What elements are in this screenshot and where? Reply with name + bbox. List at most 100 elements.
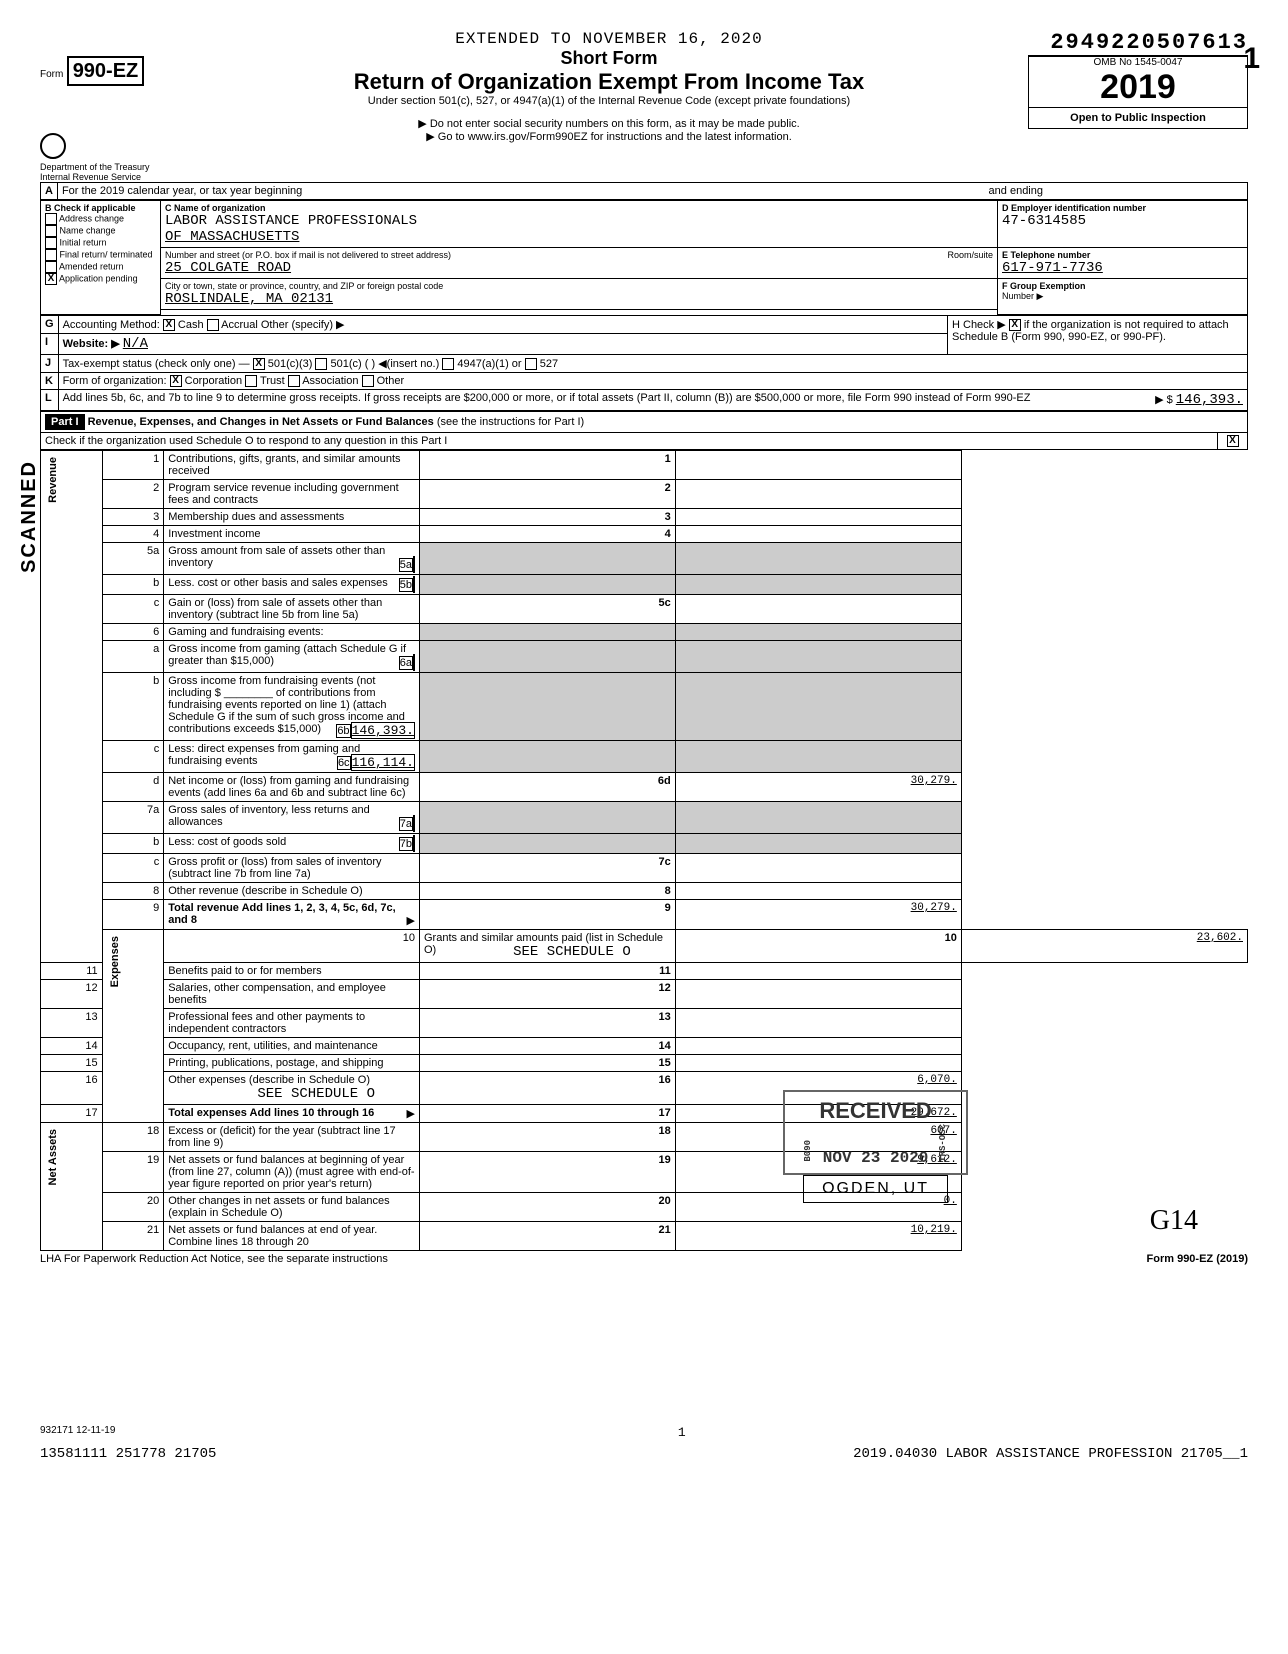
- line-5b-innerval: [413, 576, 415, 593]
- line-5c-text: Gain or (loss) from sale of assets other…: [164, 594, 420, 623]
- line-21-text: Net assets or fund balances at end of ye…: [164, 1221, 420, 1250]
- checkbox-accrual[interactable]: [207, 319, 219, 331]
- line-6d-num2: 6d: [419, 772, 675, 801]
- checkbox-501c[interactable]: [315, 358, 327, 370]
- label-trust: Trust: [260, 375, 285, 387]
- line-6a-text: Gross income from gaming (attach Schedul…: [168, 643, 406, 667]
- lha-notice: LHA For Paperwork Reduction Act Notice, …: [40, 1253, 388, 1265]
- label-assoc: Association: [302, 375, 358, 387]
- ogden-stamp: OGDEN, UT: [803, 1175, 948, 1203]
- status-rows: G Accounting Method: Cash Accrual Other …: [40, 315, 1248, 411]
- dept-irs: Internal Revenue Service: [40, 172, 190, 182]
- line-6d-val: 30,279.: [675, 772, 961, 801]
- line-8-num: 8: [102, 882, 164, 899]
- label-phone: E Telephone number: [1002, 250, 1243, 260]
- dln-number: 294922050761​3: [1028, 30, 1248, 55]
- checkbox-other-org[interactable]: [362, 375, 374, 387]
- line-17-arrow: ▶: [407, 1107, 415, 1120]
- line-10-num2: 10: [675, 929, 961, 962]
- line-11-num2: 11: [419, 962, 675, 979]
- line-13-num: 13: [41, 1008, 103, 1037]
- line-9-arrow: ▶: [407, 914, 415, 927]
- group-number-label: Number ▶: [1002, 291, 1243, 302]
- line-6c-innerval: 116,114.: [351, 754, 415, 771]
- checkbox-final-return[interactable]: [45, 249, 57, 261]
- line-21-val: 10,219.: [675, 1221, 961, 1250]
- gross-receipts-text: Add lines 5b, 6c, and 7b to line 9 to de…: [63, 392, 1031, 404]
- check-if-applicable: Check if applicable: [54, 203, 136, 213]
- line-6c-innum: 6c: [337, 756, 351, 770]
- label-501c3: 501(c)(3): [268, 358, 313, 370]
- checkbox-cash[interactable]: [163, 319, 175, 331]
- line-3-num2: 3: [419, 508, 675, 525]
- line-9-num: 9: [102, 899, 164, 929]
- label-app-pending: Application pending: [59, 273, 138, 283]
- line-20-text: Other changes in net assets or fund bala…: [164, 1192, 420, 1221]
- line-19-text: Net assets or fund balances at beginning…: [164, 1151, 420, 1192]
- line-2-val: [675, 479, 961, 508]
- line-10-val: 23,602.: [961, 929, 1247, 962]
- website-value: N/A: [123, 336, 148, 352]
- checkbox-address-change[interactable]: [45, 213, 57, 225]
- label-amended: Amended return: [59, 261, 124, 271]
- line-2-num: 2: [102, 479, 164, 508]
- line-5a-num: 5a: [102, 542, 164, 574]
- line-14-num2: 14: [419, 1037, 675, 1054]
- label-accrual: Accrual: [221, 319, 258, 331]
- part1-lines: Revenue 1 Contributions, gifts, grants, …: [40, 450, 1248, 1251]
- phone-value: 617-971-7736: [1002, 260, 1243, 276]
- dept-treasury: Department of the Treasury: [40, 162, 190, 172]
- tax-year: 2019: [1029, 68, 1247, 107]
- checkbox-app-pending[interactable]: [45, 273, 57, 285]
- checkbox-4947[interactable]: [442, 358, 454, 370]
- revenue-section-label: Revenue: [45, 453, 61, 507]
- line-15-val: [675, 1054, 961, 1071]
- line-13-num2: 13: [419, 1008, 675, 1037]
- checkbox-527[interactable]: [525, 358, 537, 370]
- omb-number: OMB No 1545-0047: [1029, 56, 1247, 68]
- checkbox-sched-o[interactable]: [1227, 435, 1239, 447]
- line-12-val: [675, 979, 961, 1008]
- checkbox-name-change[interactable]: [45, 225, 57, 237]
- line-18-num: 18: [102, 1122, 164, 1151]
- checkbox-sched-b[interactable]: [1009, 319, 1021, 331]
- checkbox-corp[interactable]: [170, 375, 182, 387]
- label-ein: D Employer identification number: [1002, 203, 1243, 213]
- tax-exempt-label: Tax-exempt status (check only one) —: [63, 358, 250, 370]
- footer-code: 932171 12-11-19: [40, 1425, 115, 1440]
- line-11-num: 11: [41, 962, 103, 979]
- checkbox-501c3[interactable]: [253, 358, 265, 370]
- city-value: ROSLINDALE, MA 02131: [165, 291, 993, 307]
- checkbox-initial-return[interactable]: [45, 237, 57, 249]
- line-7c-num: c: [102, 853, 164, 882]
- line-6c-num: c: [102, 740, 164, 772]
- footer-pagenum: 1: [678, 1425, 686, 1440]
- footer-bottom-right: 2019.04030 LABOR ASSISTANCE PROFESSION 2…: [853, 1446, 1248, 1462]
- line-10-note: SEE SCHEDULE O: [513, 944, 631, 960]
- line-17-num: 17: [41, 1104, 103, 1122]
- label-address-change: Address change: [59, 213, 124, 223]
- website-label: Website: ▶: [63, 338, 120, 350]
- received-stamp: RECEIVED B090 NOV 23 2020 IRS-OSC: [783, 1090, 968, 1175]
- gross-receipts-value: 146,393.: [1176, 392, 1243, 408]
- signature-mark: G14: [1150, 1205, 1198, 1237]
- line-19-num: 19: [102, 1151, 164, 1192]
- label-corp: Corporation: [185, 375, 242, 387]
- label-group-exemption: F Group Exemption: [1002, 281, 1243, 291]
- line-21-num2: 21: [419, 1221, 675, 1250]
- part1-label: Part I: [45, 414, 85, 430]
- entity-info-table: B Check if applicable Address change Nam…: [40, 200, 1248, 315]
- label-street: Number and street (or P.O. box if mail i…: [165, 250, 993, 260]
- checkbox-amended[interactable]: [45, 261, 57, 273]
- label-org-name: C Name of organization: [165, 203, 993, 213]
- received-date: NOV 23 2020: [823, 1149, 929, 1167]
- line-5c-val: [675, 594, 961, 623]
- line-6a-innum: 6a: [399, 656, 413, 670]
- line-17-num2: 17: [419, 1104, 675, 1122]
- checkbox-assoc[interactable]: [288, 375, 300, 387]
- line-6b-innum: 6b: [336, 724, 350, 738]
- line-7a-innum: 7a: [399, 817, 413, 831]
- line-1-num: 1: [102, 450, 164, 479]
- page-footer: 932171 12-11-19 1: [40, 1425, 1248, 1440]
- checkbox-trust[interactable]: [245, 375, 257, 387]
